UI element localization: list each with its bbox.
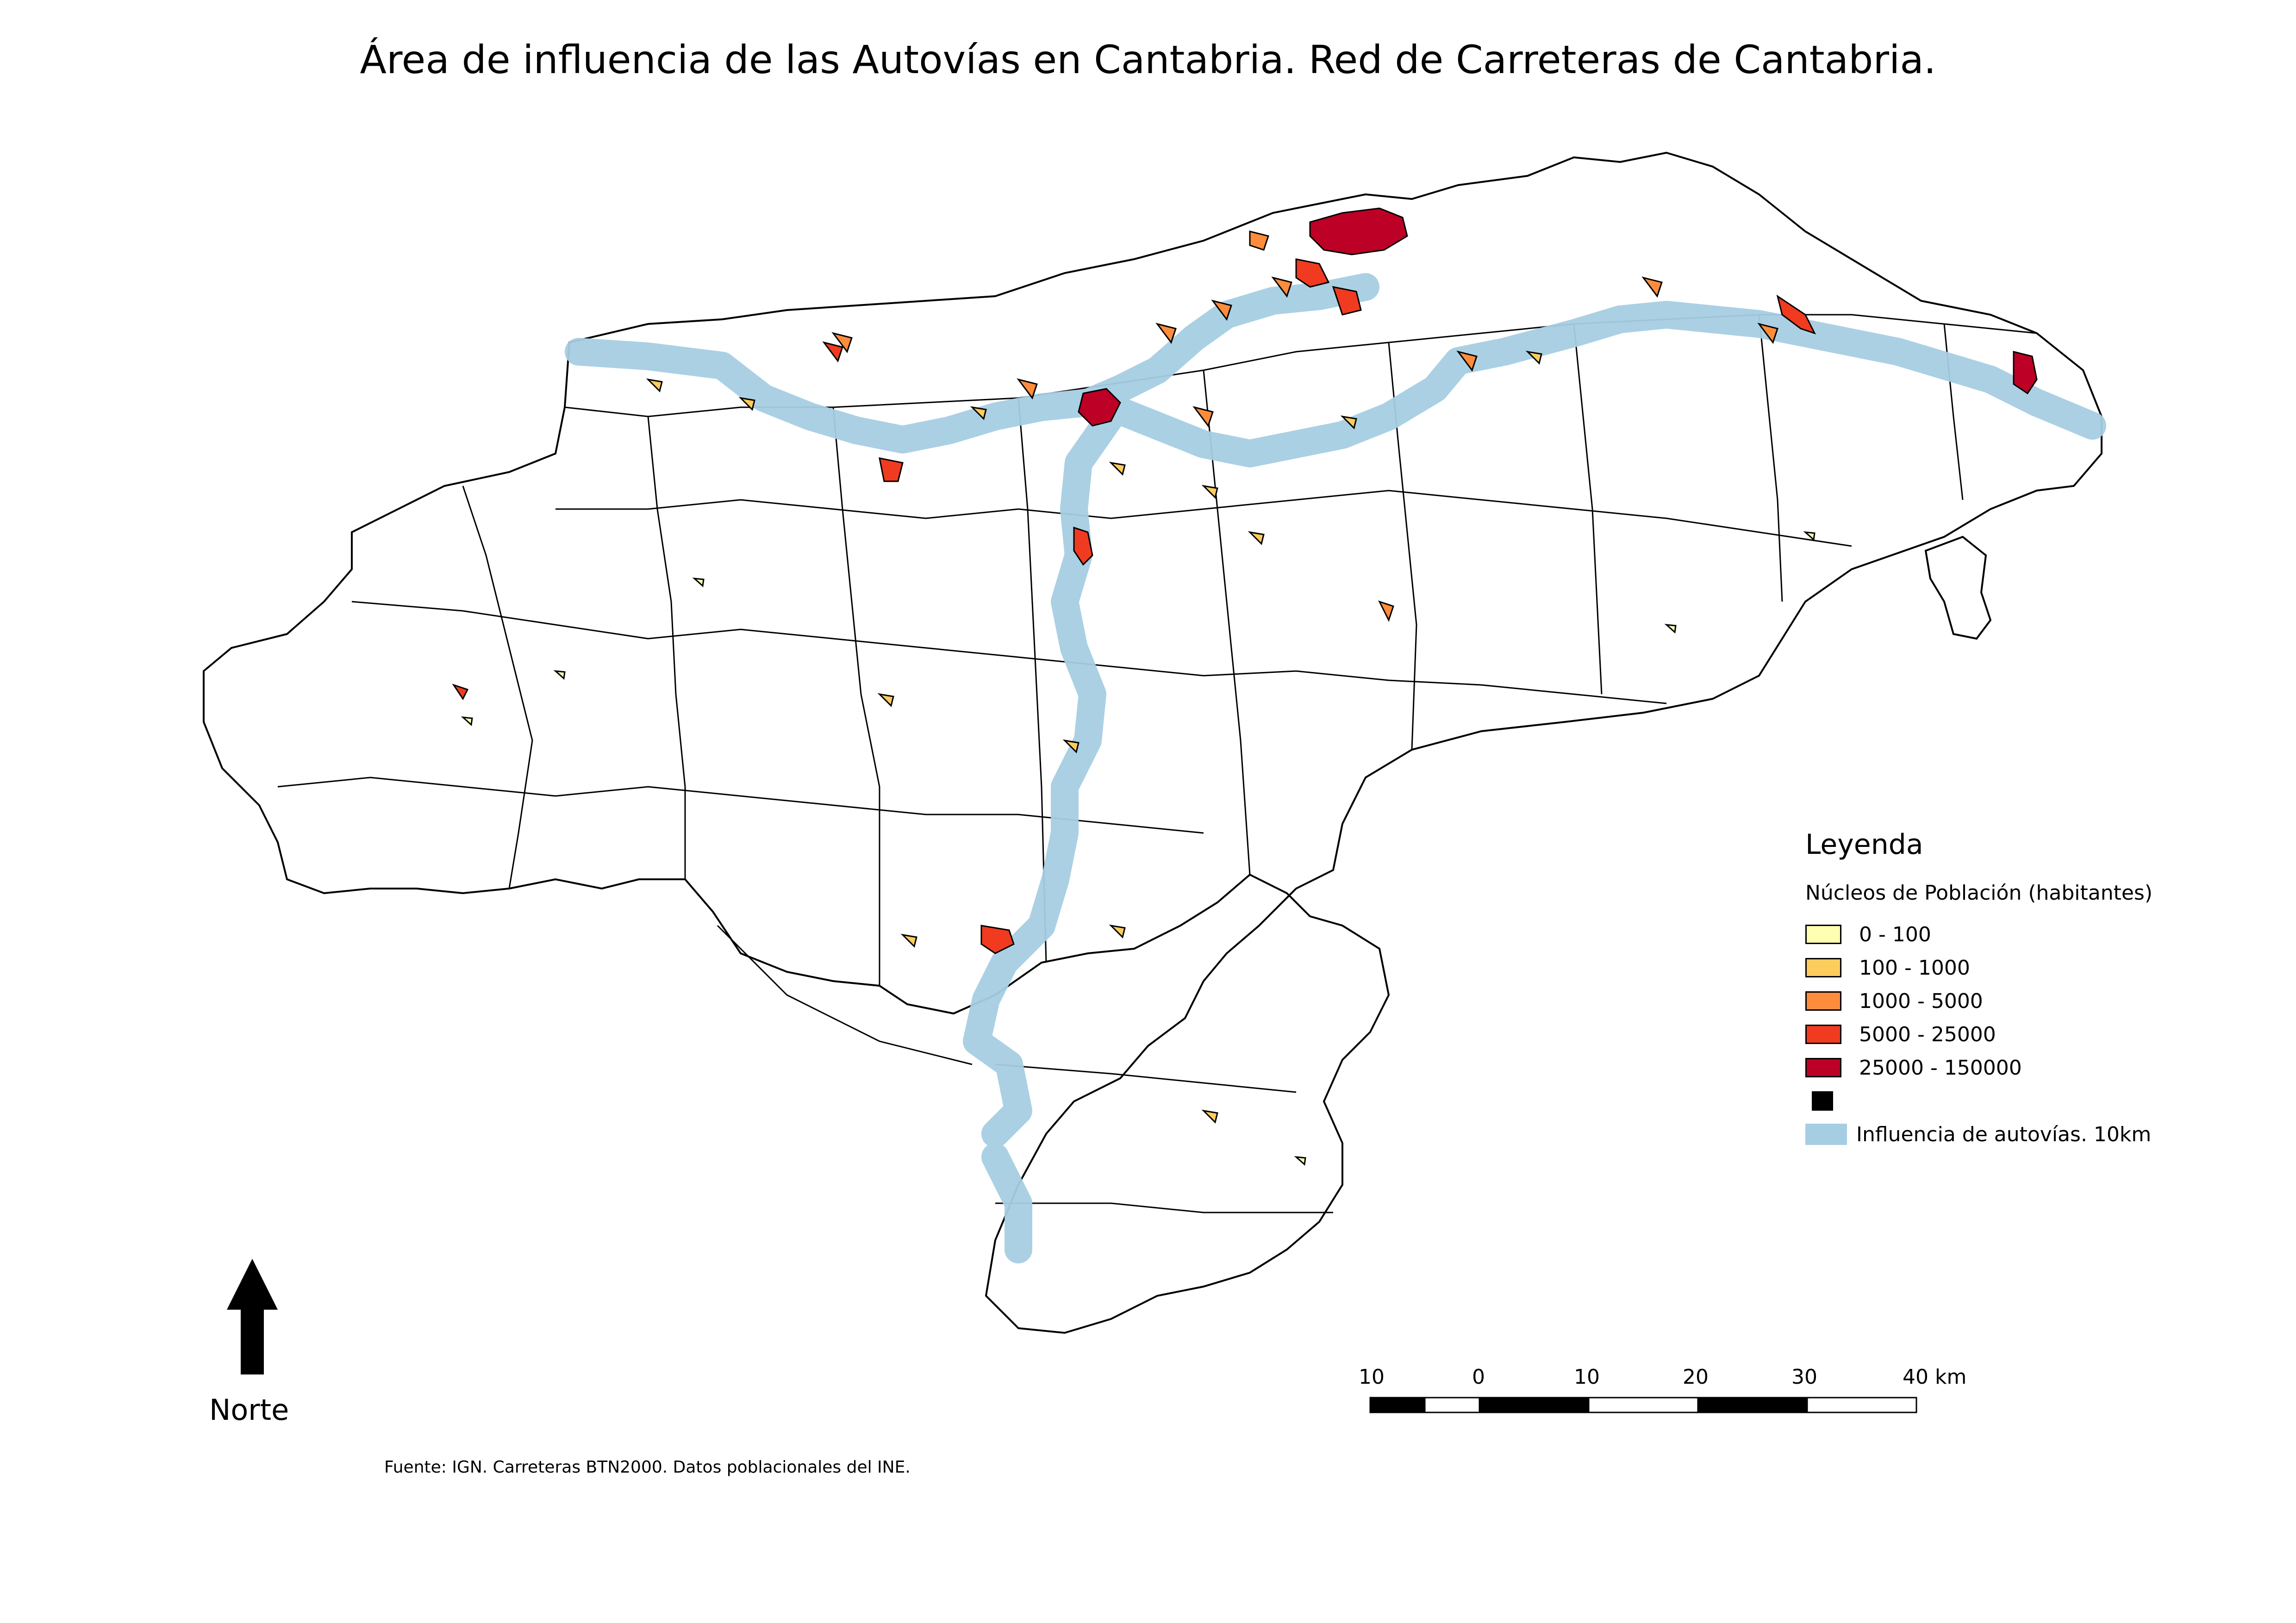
legend-swatch <box>1812 1091 1833 1111</box>
population-nuclei <box>452 207 2038 1166</box>
nucleus-camargo <box>1332 286 1362 316</box>
legend-title: Leyenda <box>1805 828 1923 861</box>
legend-label: 0 - 100 <box>1859 922 1931 946</box>
legend-label: 1000 - 5000 <box>1859 989 1983 1013</box>
legend-influence-label: Influencia de autovías. 10km <box>1856 1122 2152 1146</box>
legend-swatch <box>1805 991 1841 1011</box>
scale-label: 30 <box>1791 1365 1817 1389</box>
nucleus-campoo <box>1073 526 1093 566</box>
nucleus-potes <box>452 684 469 700</box>
scale-label: 40 km <box>1903 1365 1967 1389</box>
scale-label: 20 <box>1683 1365 1709 1389</box>
nucleus-castro <box>2013 351 2038 395</box>
scale-bar <box>1369 1397 1917 1413</box>
legend-row: 0 - 100 <box>1805 918 2222 951</box>
north-label: Norte <box>209 1393 289 1427</box>
cantabria-outline <box>203 151 2103 1334</box>
legend-label: 25000 - 150000 <box>1859 1056 2022 1080</box>
legend-swatch <box>1805 1025 1841 1044</box>
scale-label: 10 <box>1359 1365 1385 1389</box>
legend-label: 100 - 1000 <box>1859 956 1970 980</box>
nucleus-torrelavega <box>1078 388 1121 427</box>
legend-row: 5000 - 25000 <box>1805 1018 2222 1051</box>
legend-subtitle: Núcleos de Población (habitantes) <box>1805 881 2152 905</box>
legend-row: Influencia de autovías. 10km <box>1805 1118 2222 1151</box>
nucleus-laredo <box>1776 294 1816 335</box>
legend-row: 25000 - 150000 <box>1805 1051 2222 1084</box>
nucleus-cabezon <box>879 457 904 482</box>
nucleus-astillero <box>1295 258 1330 288</box>
exclave-outline <box>1924 535 1992 640</box>
map-title: Área de influencia de las Autovías en Ca… <box>360 37 1936 82</box>
legend-swatch <box>1805 958 1841 977</box>
scale-label: 10 <box>1574 1365 1600 1389</box>
scale-label: 0 <box>1472 1365 1485 1389</box>
legend-label: 5000 - 25000 <box>1859 1022 1996 1046</box>
nucleus-reinosa <box>980 925 1015 954</box>
legend-row: 100 - 1000 <box>1805 951 2222 984</box>
legend-influence-swatch <box>1805 1124 1847 1145</box>
north-arrow-icon <box>227 1259 278 1374</box>
nucleus-santander <box>1309 207 1408 255</box>
legend-swatch <box>1805 925 1841 944</box>
legend-row <box>1805 1084 2222 1118</box>
source-note: Fuente: IGN. Carreteras BTN2000. Datos p… <box>384 1458 911 1477</box>
legend-swatch <box>1805 1058 1841 1077</box>
legend-row: 1000 - 5000 <box>1805 984 2222 1018</box>
legend: Leyenda Núcleos de Población (habitantes… <box>1805 828 2222 1151</box>
